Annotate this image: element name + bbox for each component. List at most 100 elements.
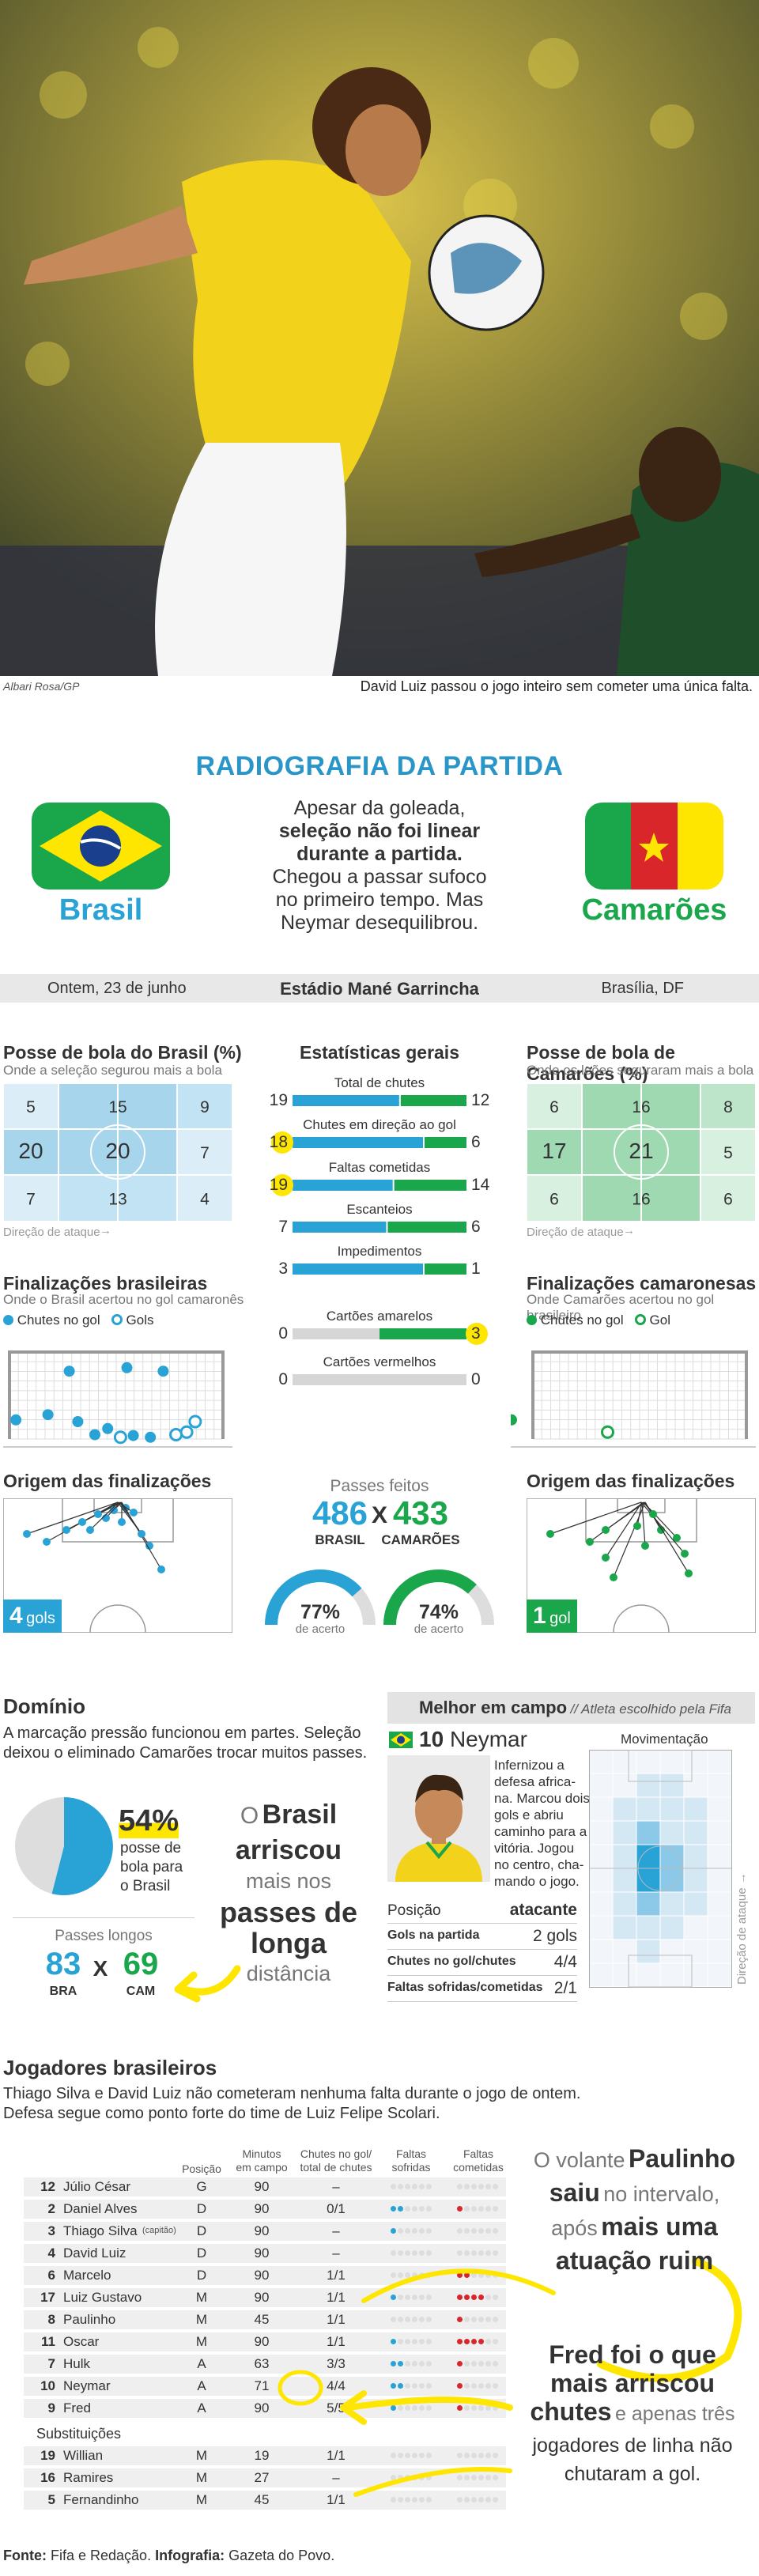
foul-dot-empty [419,2453,425,2458]
best-stat-label: Faltas sofridas/cometidas [387,1981,543,1994]
movement-cell [659,1891,685,1917]
foul-dot-empty [464,2361,470,2366]
highlight-marker [271,1174,293,1196]
dominio-title: Domínio [3,1694,85,1718]
foul-dot-filled [457,2317,463,2322]
brasil-goals-count: 4 [9,1603,23,1629]
foul-dot-empty [426,2453,432,2458]
passes-camaroes-label: CAMARÕES [381,1532,460,1547]
long-passes-brasil: 83 [45,1947,81,1981]
table-row: 19 Willian M 19 1/1 [0,2445,506,2466]
goal-brasil [3,1350,232,1448]
stat-bar-camaroes [425,1263,466,1275]
foul-dot-empty [391,2497,396,2502]
stat-value-brasil: 0 [278,1370,288,1388]
foul-dot-empty [412,2405,417,2411]
movement-cell [683,1868,708,1893]
dominio-divider [13,1917,194,1918]
stat-bar-camaroes [400,1095,466,1106]
finishing-brasil-subtitle: Onde o Brasil acertou no gol camaronês [3,1292,244,1307]
player-minutes: 71 [254,2378,270,2393]
best-stat-value: atacante [509,1901,577,1919]
movement-cell [707,1844,732,1869]
player-shots: – [332,2179,340,2194]
table-row: 8 Paulinho M 45 1/1 [0,2309,506,2330]
stat-value-brasil: 18 [270,1133,288,1151]
player-shots: 5/5 [327,2400,346,2415]
possession-value: 9 [200,1098,210,1116]
movement-cell [707,1773,732,1798]
foul-dot-filled [478,2339,484,2344]
movement-cell [589,1868,614,1893]
stat-value-camaroes: 6 [471,1133,481,1151]
player-number: 17 [40,2290,55,2305]
col-header-min: Minutos em campo [236,2147,288,2174]
dominio-note-line: O Brasil [206,1800,372,1835]
goal-box [93,1498,142,1513]
player-number: 3 [47,2223,55,2238]
long-passes-title: Passes longos [55,1928,153,1944]
foul-dot-empty [478,2206,484,2212]
movement-cell [612,1939,637,1964]
foul-dot-empty [478,2497,484,2502]
foul-dot-empty [419,2317,425,2322]
foul-dot-empty [493,2475,498,2480]
foul-dot-empty [478,2228,484,2234]
movement-cell [589,1844,614,1869]
origin-brasil-title: Origem das finalizações [3,1471,212,1491]
best-stat-row: Chutes no gol/chutes 4/4 [387,1950,577,1976]
foul-dot-empty [457,2497,463,2502]
foul-dot-filled [457,2206,463,2212]
foul-dot-empty [485,2184,491,2189]
possession-brasil-grid: 5 15 920 20 77 13 4 [3,1083,232,1222]
player-pos: M [195,2470,208,2485]
col-header-shots: Chutes no gol/ total de chutes [300,2147,372,2174]
shot-origin-dot [145,1542,153,1550]
player-name: Marcelo [63,2268,111,2283]
player-shots: 3/3 [327,2356,346,2371]
col-header-fs: Faltas sofridas [391,2147,431,2174]
movement-center-circle [637,1845,683,1891]
possession-camaroes-title: Posse de bola de Camarões (%) [527,1042,675,1084]
movement-cell [612,1773,637,1798]
foul-dot-empty [405,2497,410,2502]
table-row: 7 Hulk A 63 3/3 [0,2353,506,2374]
shot-line [117,1501,142,1535]
possession-cell [176,1174,232,1222]
player-minutes: 90 [254,2201,270,2216]
finishing-camaroes-subtitle: Onde Camarões acertou no gol brasileiro [527,1292,715,1323]
stat-bar-brasil [293,1180,393,1191]
foul-dot-empty [419,2405,425,2411]
foul-dot-empty [419,2228,425,2234]
foul-dot-empty [485,2228,491,2234]
subs-title: Substituições [36,2426,122,2442]
direction-label: Direção de ataque [527,1226,624,1239]
foul-dot-filled [391,2339,396,2344]
foul-dot-empty [412,2317,417,2322]
stat-value-camaroes: 12 [471,1091,489,1109]
player-minutes: 90 [254,2290,270,2305]
foul-dot-empty [426,2475,432,2480]
note-a-word: Paulinho [628,2144,736,2173]
best-stat-value: 2/1 [553,1979,577,1997]
movement-cell [636,1939,661,1964]
camaroes-flag [585,803,723,890]
possession-value: 8 [723,1098,733,1116]
foul-dot-empty [471,2383,477,2389]
note-word: O [240,1803,259,1829]
best-stat-row: Faltas sofridas/cometidas 2/1 [387,1976,577,2002]
foul-dot-filled [391,2405,396,2411]
foul-dot-empty [485,2475,491,2480]
passes-brasil: 486 [312,1494,368,1532]
player-pos: D [196,2268,207,2283]
table-row: 2 Daniel Alves D 90 0/1 [0,2198,506,2219]
best-stat-label: Posição [387,1902,441,1919]
player-name: Júlio César [63,2179,131,2194]
possession-value: 7 [26,1191,36,1209]
note-a-word: após [551,2216,598,2240]
stat-label: Cartões vermelhos [323,1354,436,1369]
possession-cell [700,1128,756,1176]
shot-dot [127,1430,139,1441]
player-name: Fernandinho [63,2492,139,2507]
player-shots: – [332,2223,340,2238]
